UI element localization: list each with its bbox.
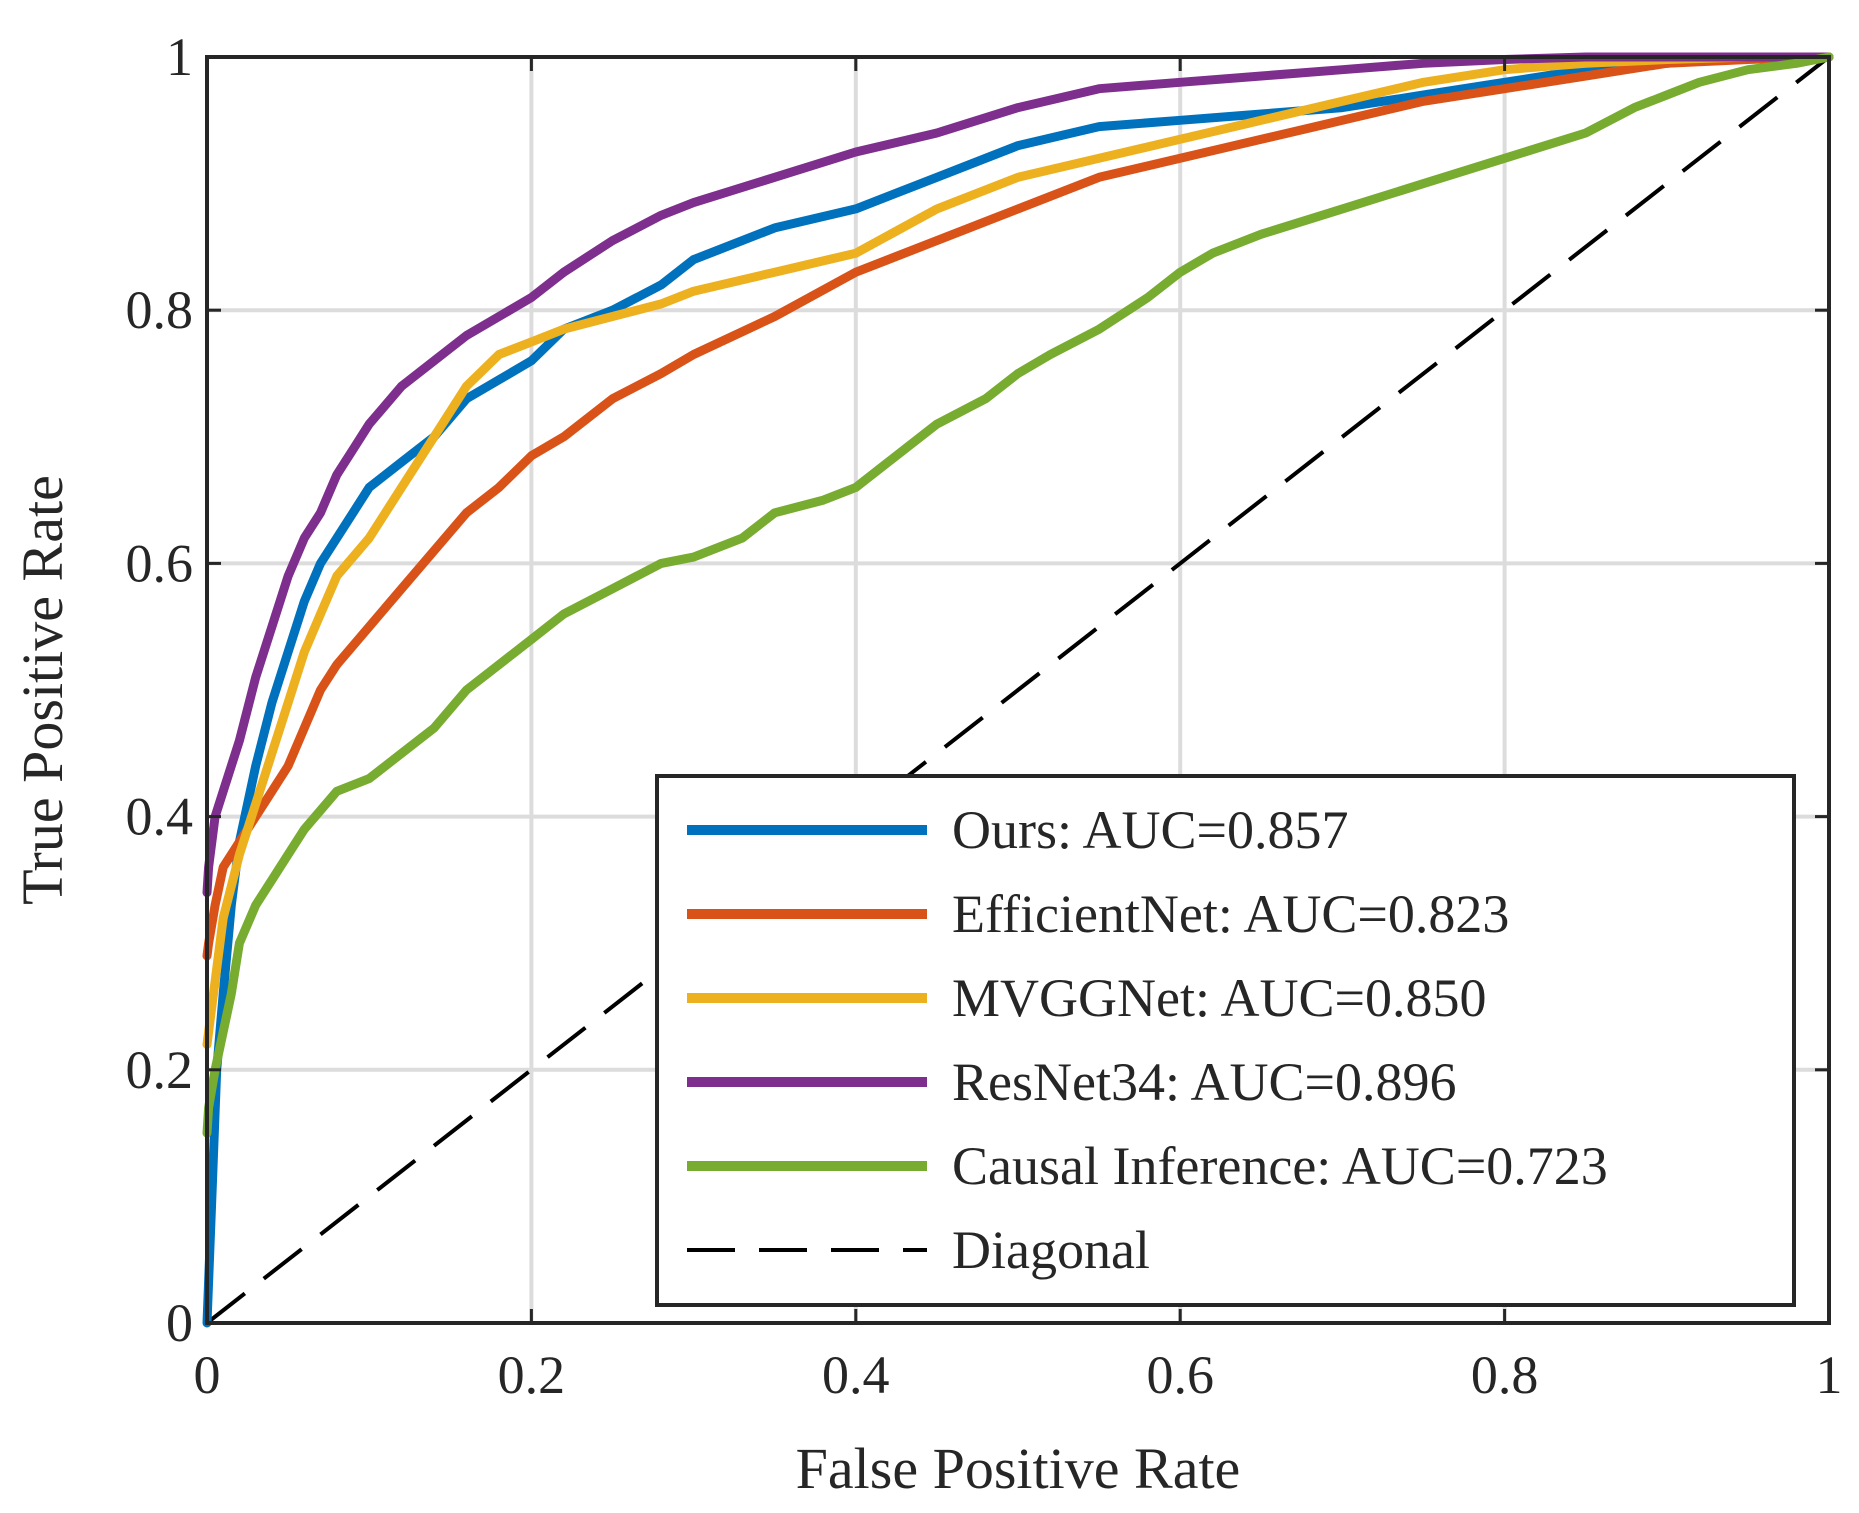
y-axis-label: True Positive Rate [10,475,75,905]
x-tick-label-0: 0 [194,1345,221,1405]
series-line-3 [202,52,1834,898]
legend: Ours: AUC=0.857 EfficientNet: AUC=0.823 MV… [655,774,1796,1307]
y-tick-label-0: 0 [166,1293,193,1353]
y-tick-label-4: 0.8 [126,280,194,340]
x-tick-label-3: 0.6 [1146,1345,1214,1405]
y-tick-label-2: 0.4 [126,787,194,847]
legend-label-2: MVGGNet: AUC=0.850 [952,968,1486,1028]
series-layer [202,52,1834,1328]
series-line-1 [202,52,1834,961]
legend-label-0: Ours: AUC=0.857 [952,800,1348,860]
series-line-4 [202,52,1834,1138]
axes-box [205,55,1831,1325]
legend-label-3: ResNet34: AUC=0.896 [952,1052,1456,1112]
series-line-0 [202,52,1834,1328]
series-line-2 [202,52,1834,1049]
x-tick-label-2: 0.4 [822,1345,890,1405]
x-tick-label-4: 0.8 [1471,1345,1539,1405]
legend-label-5: Diagonal [952,1220,1150,1280]
y-tick-label-1: 0.2 [126,1040,194,1100]
x-axis-label: False Positive Rate [796,1436,1241,1501]
ticks [205,55,1831,1325]
y-tick-label-3: 0.6 [126,533,194,593]
x-tick-label-5: 1 [1816,1345,1843,1405]
legend-label-4: Causal Inference: AUC=0.723 [952,1136,1608,1196]
x-tick-label-1: 0.2 [498,1345,566,1405]
legend-label-1: EfficientNet: AUC=0.823 [952,884,1509,944]
legend-box [655,774,1796,1307]
y-tick-label-5: 1 [166,27,193,87]
series-line-5 [205,55,1831,1325]
tick-labels: 0 0.2 0.4 0.6 0.8 1 0 0.2 0.4 0.6 0.8 1 [126,27,1843,1405]
